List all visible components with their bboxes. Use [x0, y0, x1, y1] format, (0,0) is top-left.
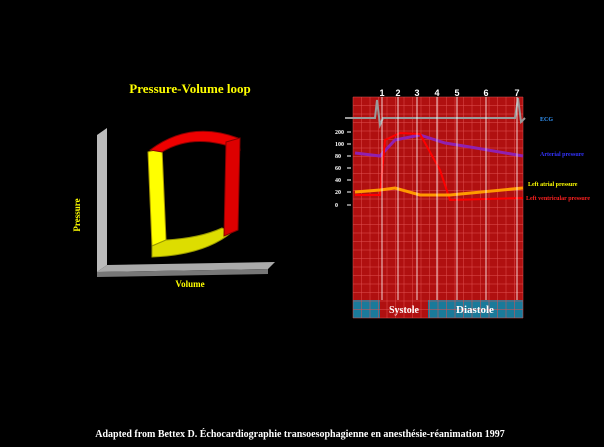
- trace-label: Arterial pressure: [540, 152, 584, 158]
- period-label: Diastole: [456, 304, 494, 316]
- y-axis-label: Pressure: [72, 198, 82, 231]
- phase-number: 4: [434, 88, 439, 98]
- y-tick-label: 0: [335, 203, 338, 209]
- slide: Pressure-Volume loop Pressure Volume 1 2 3…: [0, 0, 604, 447]
- loop-title: Pressure-Volume loop: [129, 81, 250, 96]
- y-tick-label: 40: [335, 178, 341, 184]
- phase-number: 3: [414, 88, 419, 98]
- trace-label: Left atrial pressure: [528, 182, 578, 188]
- phase-number: 2: [395, 88, 400, 98]
- phase-number: 1: [379, 88, 384, 98]
- phase-number: 5: [454, 88, 459, 98]
- trace-panel: [353, 97, 523, 318]
- phase-number: 6: [483, 88, 488, 98]
- period-label: Systole: [389, 305, 420, 316]
- y-tick-label: 20: [335, 190, 341, 196]
- y-tick-label: 100: [335, 142, 344, 148]
- citation: Adapted from Bettex D. Échocardiographie…: [95, 428, 505, 440]
- trace-label: ECG: [540, 117, 553, 123]
- phase-number: 7: [514, 88, 519, 98]
- x-axis-label: Volume: [175, 279, 204, 289]
- y-tick-label: 80: [335, 154, 341, 160]
- y-tick-label: 60: [335, 166, 341, 172]
- y-tick-label: 200: [335, 130, 344, 136]
- trace-label: Left ventricular pressure: [526, 196, 590, 202]
